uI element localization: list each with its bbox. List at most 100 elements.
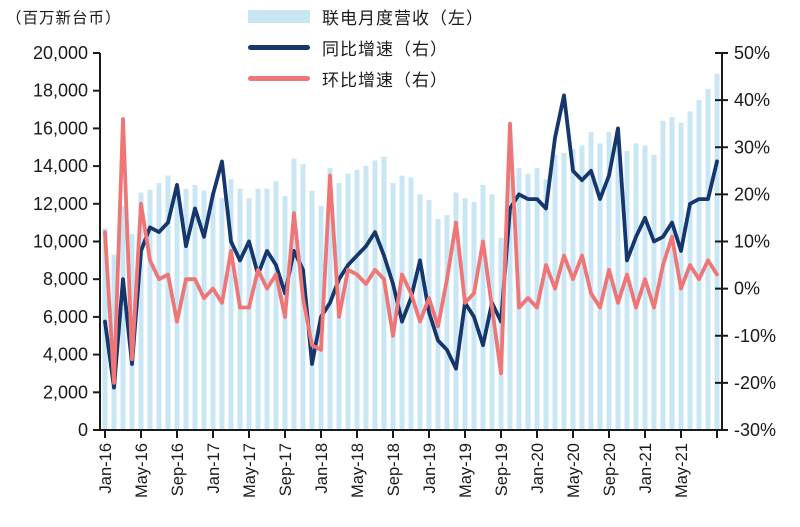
yoy-swatch-icon <box>248 45 310 50</box>
revenue-bar <box>345 173 351 430</box>
x-tick-label: Jan-19 <box>421 443 439 493</box>
revenue-bar <box>156 183 162 430</box>
right-tick-label: 10% <box>734 232 770 252</box>
revenue-bar <box>714 73 720 431</box>
revenue-bar <box>633 143 639 431</box>
mom-line <box>103 117 719 385</box>
revenue-bar <box>219 198 225 430</box>
revenue-bar <box>453 192 459 430</box>
right-tick-label: 40% <box>734 90 770 110</box>
revenue-bar <box>444 215 450 430</box>
revenue-bar <box>138 192 144 430</box>
right-tick-label: -10% <box>734 326 776 346</box>
left-tick-label: 2,000 <box>43 382 88 402</box>
left-tick-label: 12,000 <box>33 194 88 214</box>
revenue-bar <box>669 117 675 430</box>
left-tick-label: 0 <box>78 420 88 440</box>
revenue-swatch-icon <box>248 10 310 23</box>
revenue-bar <box>561 152 567 430</box>
revenue-bar <box>615 141 621 430</box>
revenue-bar <box>408 177 414 430</box>
revenue-bar <box>165 175 171 430</box>
legend-item-mom: 环比增速（右） <box>248 63 484 94</box>
left-tick-label: 14,000 <box>33 156 88 176</box>
revenue-bar <box>309 190 315 430</box>
x-tick-label: Sep-18 <box>385 443 403 496</box>
revenue-bar <box>372 160 378 430</box>
revenue-bar <box>255 188 261 430</box>
x-tick-label: May-19 <box>457 443 475 498</box>
revenue-bar <box>579 145 585 431</box>
left-tick-label: 16,000 <box>33 118 88 138</box>
right-tick-label: 20% <box>734 184 770 204</box>
revenue-bar <box>390 183 396 430</box>
x-tick-label: May-17 <box>241 443 259 498</box>
revenue-bar <box>183 188 189 430</box>
left-tick-label: 4,000 <box>43 345 88 365</box>
right-tick-label: 0% <box>734 279 760 299</box>
x-tick-label: Sep-19 <box>493 443 511 496</box>
legend-label-mom: 环比增速（右） <box>322 71 448 90</box>
mom-swatch-icon <box>248 76 310 81</box>
x-tick-label: May-16 <box>133 443 151 498</box>
revenue-bar <box>642 145 648 431</box>
revenue-bar <box>624 151 630 430</box>
revenue-bar <box>588 132 594 431</box>
x-tick-label: May-21 <box>673 443 691 498</box>
revenue-bar <box>597 143 603 431</box>
left-axis-title: （百万新台币） <box>6 10 122 27</box>
revenue-bar <box>507 169 513 430</box>
right-tick-label: 50% <box>734 43 770 63</box>
revenue-bar <box>678 122 684 431</box>
legend-item-yoy: 同比增速（右） <box>248 32 484 63</box>
left-tick-label: 10,000 <box>33 232 88 252</box>
legend: 联电月度营收（左） 同比增速（右） 环比增速（右） <box>248 1 484 94</box>
x-tick-label: May-20 <box>565 443 583 498</box>
left-tick-label: 6,000 <box>43 307 88 327</box>
revenue-bar <box>570 149 576 430</box>
revenue-bar <box>201 190 207 430</box>
revenue-bar <box>543 179 549 430</box>
revenue-bar <box>120 205 126 430</box>
revenue-bar <box>228 179 234 430</box>
revenue-bar <box>525 173 531 430</box>
left-tick-label: 20,000 <box>33 43 88 63</box>
revenue-bar <box>687 111 693 430</box>
left-tick-label: 18,000 <box>33 81 88 101</box>
revenue-bar <box>651 154 657 431</box>
revenue-bar <box>552 154 558 431</box>
x-tick-label: May-18 <box>349 443 367 498</box>
x-tick-label: Jan-18 <box>313 443 331 493</box>
x-tick-label: Jan-17 <box>205 443 223 493</box>
revenue-bar <box>210 192 216 430</box>
left-tick-label: 8,000 <box>43 269 88 289</box>
revenue-bar <box>273 181 279 430</box>
revenue-bar <box>291 158 297 430</box>
x-tick-label: Jan-21 <box>637 443 655 493</box>
revenue-bar <box>480 184 486 430</box>
revenue-bar <box>264 188 270 430</box>
revenue-bar <box>399 175 405 430</box>
revenue-bar <box>660 120 666 431</box>
revenue-bar <box>192 184 198 430</box>
x-tick-label: Sep-16 <box>169 443 187 496</box>
right-tick-label: -20% <box>734 373 776 393</box>
revenue-bar <box>354 169 360 430</box>
revenue-bar <box>246 198 252 430</box>
revenue-bar <box>363 166 369 430</box>
legend-label-revenue: 联电月度营收（左） <box>322 9 484 28</box>
x-tick-label: Jan-16 <box>97 443 115 493</box>
right-tick-label: -30% <box>734 420 776 440</box>
revenue-bar <box>696 100 702 430</box>
legend-label-yoy: 同比增速（右） <box>322 40 448 59</box>
legend-item-revenue: 联电月度营收（左） <box>248 1 484 32</box>
revenue-bar <box>606 132 612 431</box>
revenue-bar <box>147 189 153 430</box>
x-tick-label: Sep-17 <box>277 443 295 496</box>
x-tick-label: Jan-20 <box>529 443 547 493</box>
revenue-bar <box>417 194 423 430</box>
revenue-bar <box>381 156 387 431</box>
x-tick-label: Sep-20 <box>601 443 619 496</box>
